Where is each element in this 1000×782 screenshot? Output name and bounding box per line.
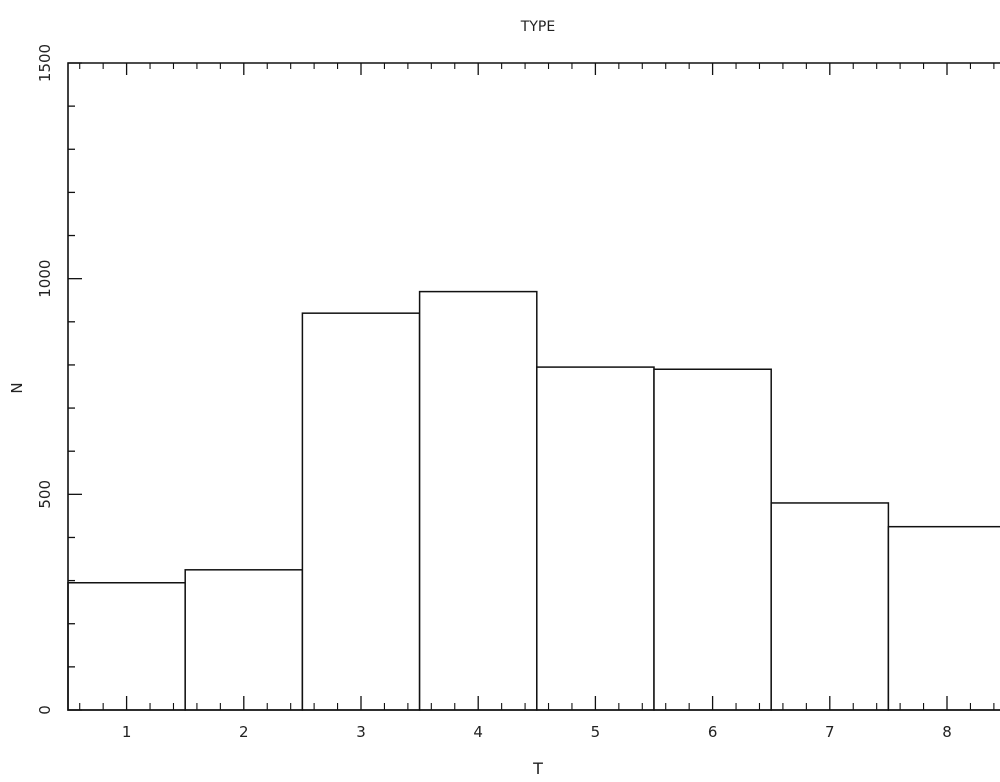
x-tick-label-8: 8 — [942, 723, 952, 741]
bar-8 — [887, 525, 1000, 711]
ticks-group — [68, 62, 995, 711]
x-tick-label-6: 6 — [708, 723, 718, 741]
x-tick-label-4: 4 — [473, 723, 483, 741]
x-tick-label-7: 7 — [825, 723, 835, 741]
chart-title: TYPE — [520, 19, 555, 35]
x-axis-label: T — [532, 759, 543, 778]
y-tick-label-1000: 1000 — [36, 260, 54, 298]
tick-labels-group: 0 500 1000 1500 1 2 3 4 5 6 7 8 — [36, 44, 952, 741]
x-tick-label-5: 5 — [591, 723, 601, 741]
bar-7 — [770, 502, 890, 711]
y-tick-label-0: 0 — [36, 705, 54, 715]
y-tick-label-1500: 1500 — [36, 44, 54, 82]
x-tick-label-2: 2 — [239, 723, 249, 741]
bar-6 — [653, 368, 772, 711]
bar-5 — [536, 366, 655, 711]
x-tick-label-3: 3 — [356, 723, 366, 741]
axes-group — [67, 62, 1000, 711]
y-tick-label-500: 500 — [36, 480, 54, 509]
bar-2 — [184, 569, 304, 711]
x-tick-label-1: 1 — [122, 723, 132, 741]
bar-1 — [67, 582, 186, 711]
bar-4 — [418, 290, 538, 711]
plot-frame — [67, 62, 1000, 711]
bars-group — [67, 290, 1000, 711]
bar-3 — [301, 312, 421, 711]
y-axis-label: N — [8, 382, 26, 393]
